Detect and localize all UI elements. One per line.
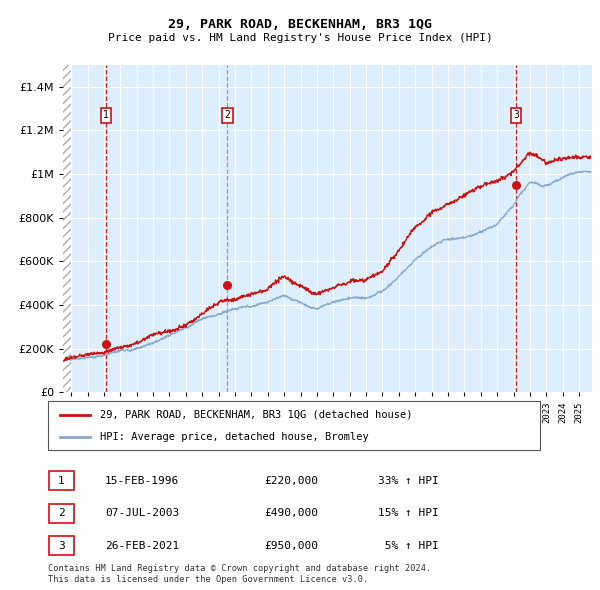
Text: 3: 3: [513, 110, 519, 120]
Text: 1: 1: [103, 110, 109, 120]
Text: 29, PARK ROAD, BECKENHAM, BR3 1QG (detached house): 29, PARK ROAD, BECKENHAM, BR3 1QG (detac…: [100, 409, 412, 419]
Text: This data is licensed under the Open Government Licence v3.0.: This data is licensed under the Open Gov…: [48, 575, 368, 584]
Text: 15% ↑ HPI: 15% ↑ HPI: [378, 509, 439, 518]
FancyBboxPatch shape: [48, 401, 540, 450]
Text: Contains HM Land Registry data © Crown copyright and database right 2024.: Contains HM Land Registry data © Crown c…: [48, 564, 431, 573]
FancyBboxPatch shape: [49, 504, 74, 523]
Text: Price paid vs. HM Land Registry's House Price Index (HPI): Price paid vs. HM Land Registry's House …: [107, 33, 493, 42]
Text: 2: 2: [224, 110, 230, 120]
Text: £490,000: £490,000: [264, 509, 318, 518]
Bar: [63, 65, 71, 392]
Text: 33% ↑ HPI: 33% ↑ HPI: [378, 476, 439, 486]
Text: £950,000: £950,000: [264, 541, 318, 550]
Text: HPI: Average price, detached house, Bromley: HPI: Average price, detached house, Brom…: [100, 432, 368, 442]
Text: 26-FEB-2021: 26-FEB-2021: [105, 541, 179, 550]
FancyBboxPatch shape: [49, 536, 74, 555]
Text: 07-JUL-2003: 07-JUL-2003: [105, 509, 179, 518]
Text: 2: 2: [58, 509, 65, 518]
Bar: [63, 65, 71, 392]
Text: £220,000: £220,000: [264, 476, 318, 486]
Text: 3: 3: [58, 541, 65, 550]
Text: 5% ↑ HPI: 5% ↑ HPI: [378, 541, 439, 550]
FancyBboxPatch shape: [49, 471, 74, 490]
Text: 29, PARK ROAD, BECKENHAM, BR3 1QG: 29, PARK ROAD, BECKENHAM, BR3 1QG: [168, 18, 432, 31]
Text: 1: 1: [58, 476, 65, 486]
Text: 15-FEB-1996: 15-FEB-1996: [105, 476, 179, 486]
